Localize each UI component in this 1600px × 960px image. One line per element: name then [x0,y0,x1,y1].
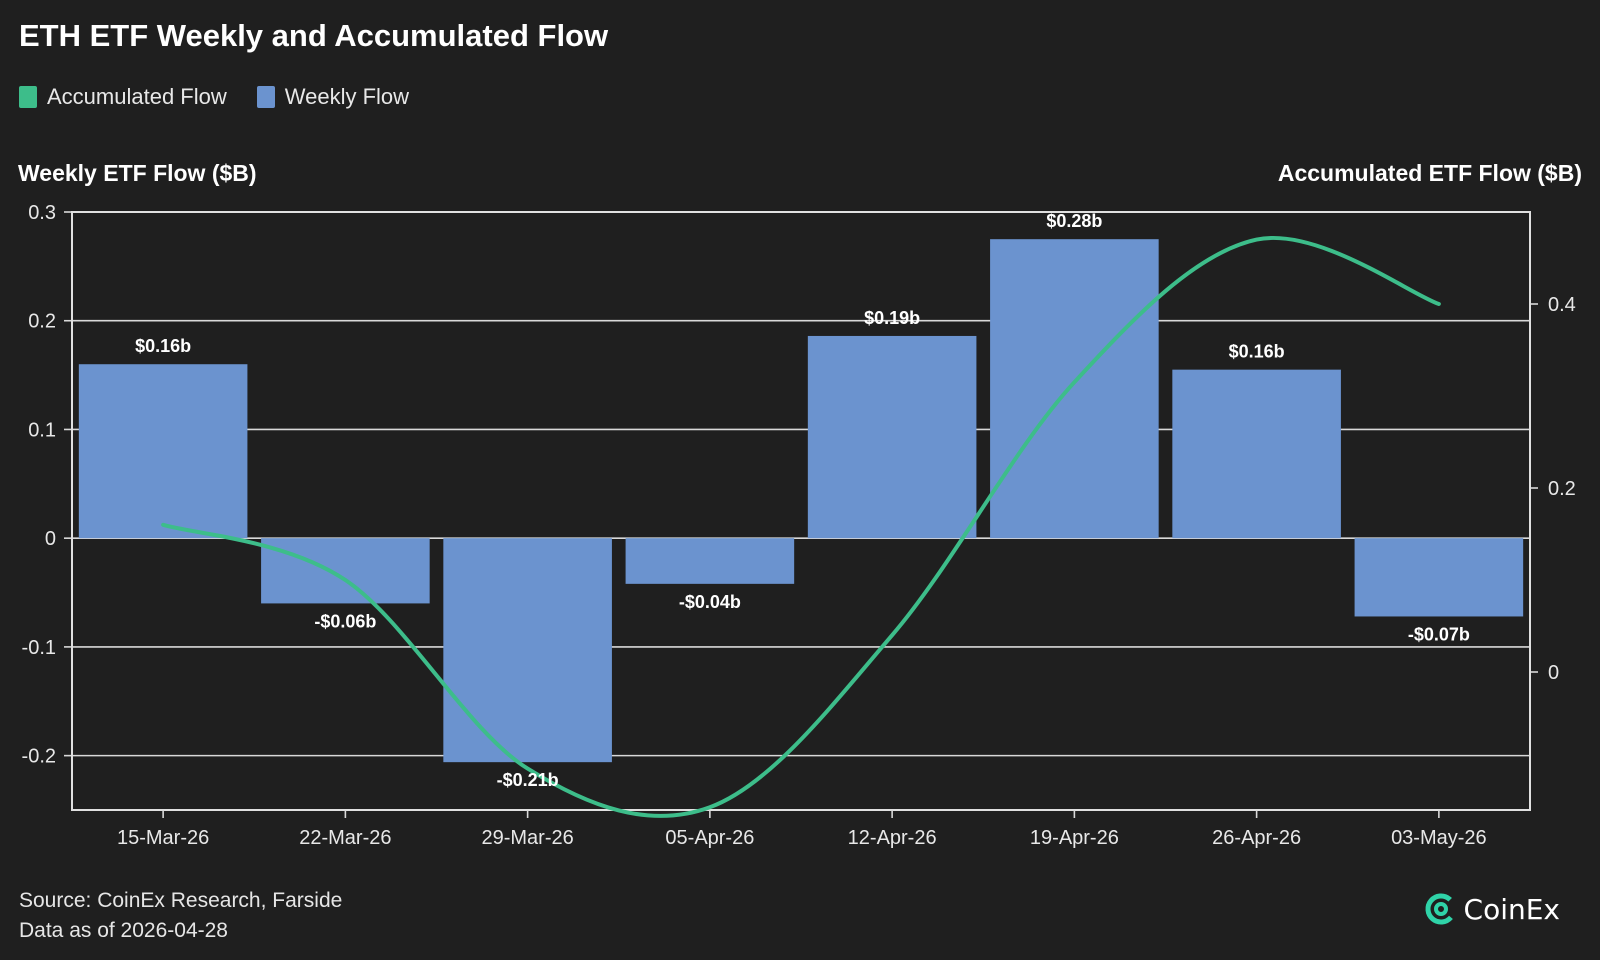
y2-tick-label: 0 [1548,662,1559,684]
brand-logo: CoinEx [1424,892,1560,926]
x-tick-label: 22-Mar-26 [299,827,391,849]
legend-swatch-accumulated [19,86,37,108]
bar [78,364,248,539]
bar [261,538,430,604]
y-tick-label: -0.2 [22,746,56,768]
left-axis-title: Weekly ETF Flow ($B) [18,160,257,186]
bar-value-label: $0.19b [864,308,920,328]
chart-title: ETH ETF Weekly and Accumulated Flow [19,18,609,53]
bar-value-label: $0.16b [135,336,191,356]
plot-frame [71,211,1531,811]
legend-item-weekly[interactable]: Weekly Flow [256,84,410,110]
x-tick-label: 29-Mar-26 [481,827,573,849]
x-tick-label: 15-Mar-26 [117,827,209,849]
bar-value-label: -$0.21b [497,770,559,790]
y2-tick-label: 0.4 [1548,294,1576,316]
source-note: Source: CoinEx Research, Farside [19,889,343,912]
y2-tick-label: 0.2 [1548,478,1576,500]
bar-value-label: -$0.07b [1408,624,1470,644]
x-tick-label: 12-Apr-26 [848,827,937,849]
bar [1354,538,1524,617]
bar-value-label: -$0.04b [679,592,741,612]
brand-name: CoinEx [1463,892,1560,926]
bar-value-label: $0.28b [1046,211,1102,231]
x-tick-label: 03-May-26 [1391,827,1487,849]
coinex-logo-icon [1425,893,1457,925]
y-tick-label: 0.2 [28,311,56,333]
y-tick-label: 0.1 [28,419,56,441]
legend: Accumulated Flow Weekly Flow [19,84,429,110]
x-tick-label: 19-Apr-26 [1030,827,1119,849]
legend-label-weekly: Weekly Flow [284,84,410,109]
x-tick-label: 05-Apr-26 [665,827,754,849]
footer: Source: CoinEx Research, Farside Data as… [19,886,342,946]
right-axis-title: Accumulated ETF Flow ($B) [1277,160,1582,186]
accumulated-flow-line [161,236,1441,818]
bar [807,335,977,539]
y-tick-label: 0 [45,528,56,550]
y-tick-label: -0.1 [22,637,56,659]
bar [443,538,612,763]
bar [990,239,1159,539]
bar [625,538,795,584]
bar-value-label: $0.16b [1229,342,1285,362]
data-date-note: Data as of 2026-04-28 [19,919,228,942]
x-tick-label: 26-Apr-26 [1212,827,1301,849]
bar-value-label: -$0.06b [314,611,376,631]
legend-swatch-weekly [256,86,275,108]
legend-label-accumulated: Accumulated Flow [47,84,227,109]
bar [1172,369,1341,539]
legend-item-accumulated[interactable]: Accumulated Flow [19,84,227,110]
y-tick-label: 0.3 [28,202,56,224]
